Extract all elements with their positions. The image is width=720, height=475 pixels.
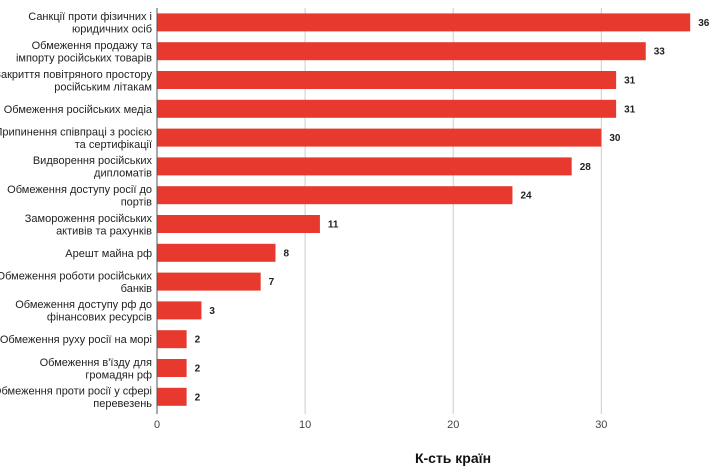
category-label-13: Обмеження проти росії у сфері перевезень <box>0 386 152 411</box>
bar-2 <box>157 71 617 89</box>
value-label-11: 2 <box>195 335 201 346</box>
category-label-10: Обмеження доступу рф до фінансових ресурс… <box>15 299 152 324</box>
bar-1 <box>157 42 646 61</box>
x-tick-label-0: 0 <box>154 419 160 431</box>
bar-6 <box>157 186 513 205</box>
value-label-6: 24 <box>520 191 532 202</box>
category-label-5: Видворення російських дипломатів <box>33 155 153 180</box>
value-label-3: 31 <box>624 104 636 115</box>
bar-11 <box>157 330 187 349</box>
value-label-5: 28 <box>580 162 592 173</box>
value-label-13: 2 <box>195 392 201 403</box>
bar-9 <box>157 272 261 291</box>
category-label-2: Закриття повітряного простору російським … <box>0 69 152 94</box>
value-label-1: 33 <box>654 47 666 58</box>
bar-3 <box>157 99 617 118</box>
bar-7 <box>157 215 320 233</box>
category-label-11: Обмеження руху росії на морі <box>0 334 152 346</box>
category-label-4: Припинення співпраці з росією та сертифік… <box>0 126 152 151</box>
x-axis-title: К-сть країн <box>415 450 491 466</box>
category-label-8: Арешт майна рф <box>65 248 152 260</box>
x-tick-label-20: 20 <box>447 419 459 431</box>
value-label-12: 2 <box>195 364 201 375</box>
category-label-0: Санкції проти фізичних і юридичних осіб <box>28 11 152 36</box>
bar-12 <box>157 359 187 377</box>
value-label-2: 31 <box>624 76 636 87</box>
value-label-0: 36 <box>698 18 710 29</box>
gridlines <box>304 8 602 414</box>
x-tick-label-30: 30 <box>595 419 607 431</box>
value-labels: 36 33 31 31 30 28 24 11 8 7 3 2 2 2 <box>195 18 710 403</box>
bars <box>157 13 691 406</box>
x-tick-labels: 0 10 20 30 <box>154 419 608 431</box>
value-label-8: 8 <box>283 248 289 259</box>
category-label-7: Замороження російських активів та рахункі… <box>25 213 153 238</box>
category-label-3: Обмеження російських медіа <box>4 104 153 116</box>
value-label-7: 11 <box>328 220 339 231</box>
bar-0 <box>157 13 691 32</box>
category-label-12: Обмеження в'їзду для громадян рф <box>40 357 152 382</box>
bar-10 <box>157 301 202 320</box>
category-labels: Санкції проти фізичних і юридичних осіб Об… <box>0 11 153 410</box>
value-label-9: 7 <box>269 277 275 288</box>
category-label-9: Обмеження роботи російських банків <box>0 270 152 295</box>
bar-4 <box>157 128 602 147</box>
value-label-10: 3 <box>209 306 215 317</box>
category-label-6: Обмеження доступу росії до портів <box>7 184 152 209</box>
bar-13 <box>157 387 187 406</box>
bar-5 <box>157 157 572 176</box>
x-tick-label-10: 10 <box>299 419 311 431</box>
category-label-1: Обмеження продажу та імпорту російських т… <box>16 40 153 64</box>
value-label-4: 30 <box>609 133 621 144</box>
bar-8 <box>157 243 276 262</box>
